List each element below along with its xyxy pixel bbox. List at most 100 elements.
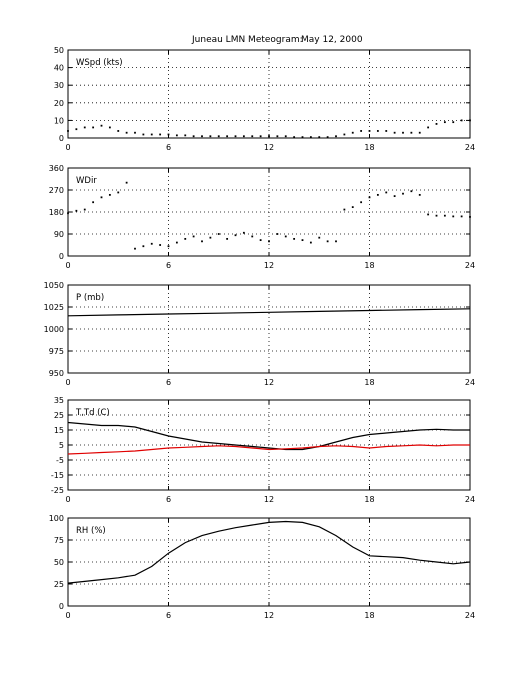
x-tick-label: 0 (65, 261, 70, 270)
data-point (418, 193, 421, 196)
data-point (134, 247, 136, 250)
series-line-1 (67, 308, 471, 317)
data-point (276, 135, 279, 138)
data-point (150, 242, 153, 245)
y-tick-label: 15 (54, 426, 64, 435)
panel-label: T,Td (C) (75, 408, 110, 418)
x-tick-label: 18 (364, 143, 374, 152)
series-line-2 (67, 444, 470, 455)
data-point (142, 245, 145, 248)
data-point (242, 231, 245, 234)
data-point (184, 237, 187, 240)
data-point (192, 235, 195, 238)
data-point (175, 134, 178, 137)
chart-title: Juneau LMN Meteogram: (191, 35, 303, 45)
data-point (284, 235, 287, 238)
panel-label: WSpd (kts) (76, 58, 123, 68)
x-tick-label: 0 (65, 611, 70, 620)
data-point (276, 233, 279, 235)
panel-4: 0 6 12 18 24 -25 -15 -5 5 15 25 35 T,Td (C) (51, 396, 475, 504)
x-tick-label: 24 (465, 495, 475, 504)
y-tick-label: 950 (49, 369, 64, 378)
data-point (293, 237, 296, 240)
data-point (309, 241, 312, 244)
data-point (268, 240, 270, 243)
data-point (251, 235, 254, 238)
data-point (335, 240, 337, 243)
data-point (351, 131, 354, 134)
data-point (100, 124, 103, 127)
data-point (217, 233, 220, 235)
data-point (360, 201, 363, 204)
data-point (209, 236, 212, 239)
data-point (92, 126, 95, 129)
data-point (117, 191, 120, 194)
panel-label: RH (%) (76, 526, 106, 536)
data-point (393, 131, 396, 134)
data-point (108, 193, 111, 196)
panel-1: 0 6 12 18 24 0 10 20 30 40 50 WSpd (kts) (54, 46, 475, 152)
x-tick-label: 12 (264, 378, 274, 387)
panel-label: WDir (76, 176, 97, 186)
data-point (125, 131, 128, 134)
data-point (460, 215, 463, 218)
data-point (343, 133, 346, 136)
data-point (259, 135, 262, 138)
x-tick-label: 18 (364, 261, 374, 270)
data-point (326, 136, 329, 139)
series-line-1 (67, 520, 471, 584)
y-tick-label: 25 (54, 411, 64, 420)
data-point (92, 201, 95, 204)
data-point (159, 133, 162, 136)
x-tick-label: 12 (264, 611, 274, 620)
y-tick-label: 100 (49, 514, 64, 523)
data-point (410, 131, 413, 134)
data-point (435, 123, 438, 125)
y-tick-label: 40 (54, 64, 64, 73)
y-tick-label: 1025 (44, 303, 64, 312)
data-point (175, 241, 178, 244)
x-tick-label: 12 (264, 261, 274, 270)
panel-3: 0 6 12 18 24 950 975 1000 1025 1050 P (mb) (44, 281, 475, 387)
data-point (83, 208, 86, 211)
data-point (259, 239, 262, 242)
y-tick-label: 50 (54, 46, 64, 55)
data-point (167, 245, 170, 248)
x-tick-label: 18 (364, 495, 374, 504)
y-tick-label: 1000 (44, 325, 64, 334)
data-point (469, 215, 471, 218)
data-point (67, 130, 69, 132)
panel-5: 0 6 12 18 24 0 25 50 75 100 RH (%) (49, 514, 475, 620)
x-tick-label: 0 (65, 143, 70, 152)
x-tick-label: 6 (166, 495, 171, 504)
panel-label: P (mb) (76, 293, 104, 303)
data-point (326, 240, 329, 243)
data-point (402, 131, 404, 134)
x-tick-label: 24 (465, 261, 475, 270)
data-point (343, 208, 346, 211)
y-tick-label: 270 (49, 186, 64, 195)
data-point (301, 136, 304, 139)
data-point (234, 135, 237, 138)
x-tick-label: 6 (166, 143, 171, 152)
data-point (443, 121, 446, 124)
panel-2: 0 6 12 18 24 0 90 180 270 360 WDir (49, 164, 475, 270)
data-point (251, 135, 254, 138)
data-point (376, 130, 379, 132)
data-point (75, 128, 78, 131)
y-tick-label: 0 (59, 252, 64, 261)
y-tick-label: -5 (56, 456, 64, 465)
data-point (117, 130, 120, 132)
data-point (142, 133, 145, 136)
data-point (301, 239, 304, 242)
data-point (125, 181, 128, 184)
data-point (452, 121, 455, 124)
data-point (242, 135, 245, 138)
data-point (167, 133, 170, 136)
y-tick-label: 0 (59, 134, 64, 143)
y-tick-label: -15 (51, 471, 64, 480)
data-point (134, 131, 136, 134)
data-point (443, 214, 446, 217)
